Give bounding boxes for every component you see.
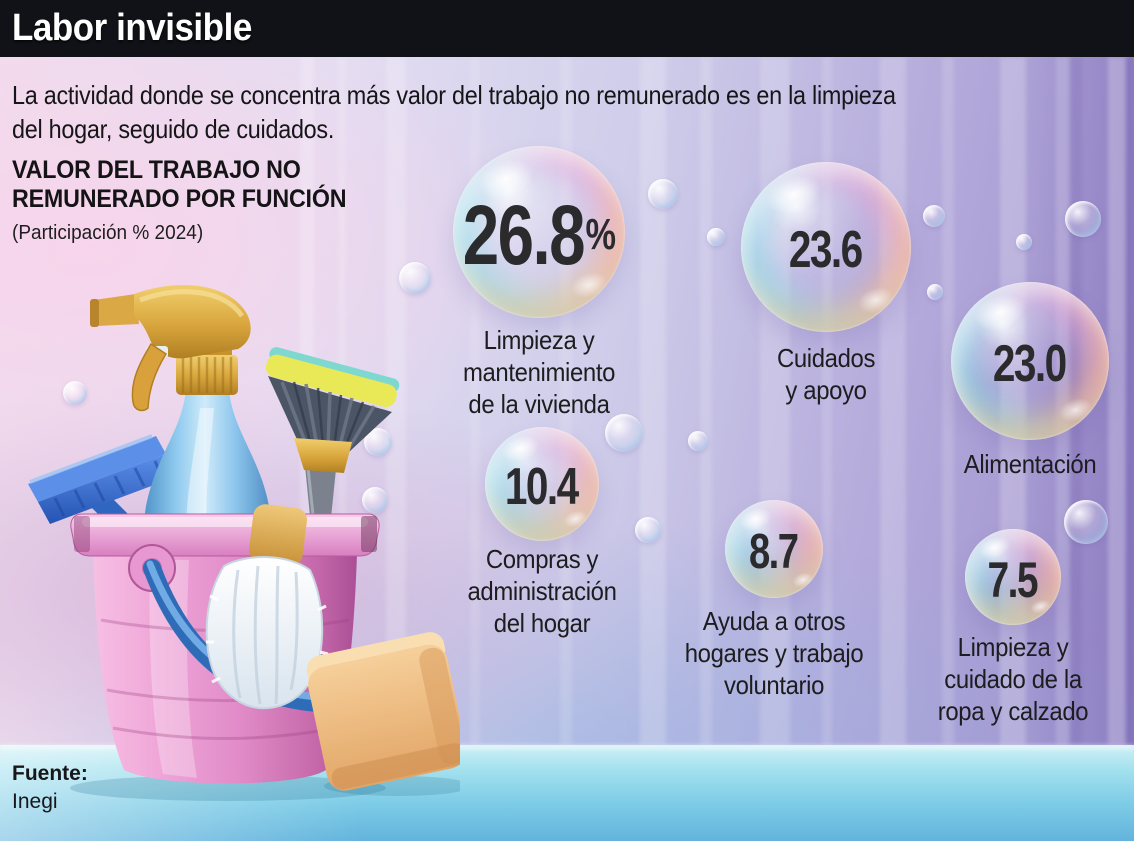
decorative-bubble bbox=[1065, 201, 1101, 237]
bubble-value: 7.5 bbox=[987, 552, 1038, 608]
decorative-bubble bbox=[688, 431, 708, 451]
bubble-alimentacion: 23.0 Alimentación bbox=[951, 282, 1109, 479]
duster-icon bbox=[205, 504, 329, 710]
decorative-bubble bbox=[605, 414, 643, 452]
decorative-bubble bbox=[648, 179, 678, 209]
light-streak bbox=[470, 57, 480, 745]
soap-bubble: 8.7 bbox=[725, 500, 823, 598]
decorative-bubble bbox=[927, 284, 943, 300]
light-streak bbox=[386, 57, 406, 745]
bubble-value-wrap: 23.0 bbox=[968, 282, 1091, 440]
bubble-label: Limpieza y mantenimiento de la vivienda bbox=[462, 325, 616, 419]
source-label: Fuente: bbox=[12, 762, 88, 785]
decorative-bubble bbox=[635, 517, 661, 543]
bubble-ropa-calzado: 7.5 Limpieza y cuidado de la ropa y calz… bbox=[938, 529, 1089, 726]
decorative-bubble bbox=[63, 381, 87, 405]
bubble-limpieza-vivienda: 26.8% Limpieza y mantenimiento de la viv… bbox=[453, 146, 625, 419]
light-streak bbox=[880, 57, 906, 745]
bubble-value-wrap: 8.7 bbox=[736, 500, 812, 598]
soap-bubble: 26.8% bbox=[453, 146, 625, 318]
bubble-value-wrap: 26.8% bbox=[463, 146, 616, 318]
decorative-bubble bbox=[923, 205, 945, 227]
soap-bubble: 23.0 bbox=[951, 282, 1109, 440]
intro-text: La actividad donde se concentra más valo… bbox=[12, 80, 896, 144]
bubble-label: Ayuda a otros hogares y trabajo voluntar… bbox=[684, 606, 864, 700]
shadow-streak bbox=[1126, 57, 1134, 745]
bubble-ayuda-otros-hogares: 8.7 Ayuda a otros hogares y trabajo volu… bbox=[685, 500, 864, 700]
page-title: Labor invisible bbox=[12, 7, 252, 49]
light-streak bbox=[1108, 57, 1126, 745]
bubble-value-wrap: 10.4 bbox=[498, 427, 587, 541]
bubble-label: Compras y administración del hogar bbox=[467, 544, 617, 638]
bubble-value: 23.0 bbox=[992, 335, 1067, 393]
cleaning-supplies-illustration bbox=[28, 284, 460, 801]
header-bar: Labor invisible bbox=[0, 0, 1134, 57]
bubble-value-wrap: 7.5 bbox=[976, 529, 1051, 625]
light-streak bbox=[700, 57, 712, 745]
source-name: Inegi bbox=[12, 790, 58, 813]
percent-sign: % bbox=[585, 210, 617, 259]
light-streak bbox=[640, 57, 666, 745]
soap-bubble: 7.5 bbox=[965, 529, 1061, 625]
bubble-value-wrap: 23.6 bbox=[760, 162, 893, 332]
decorative-bubble bbox=[1064, 500, 1108, 544]
bubble-value: 10.4 bbox=[504, 458, 579, 516]
bubble-label: Cuidados y apoyo bbox=[776, 343, 876, 405]
section-heading: VALOR DEL TRABAJO NO REMUNERADO POR FUNC… bbox=[12, 156, 347, 213]
bubble-value: 23.6 bbox=[788, 221, 863, 279]
bubble-compras-administracion: 10.4 Compras y administración del hogar bbox=[467, 427, 617, 638]
decorative-bubble bbox=[707, 228, 725, 246]
bubble-value: 26.8 bbox=[462, 187, 586, 282]
sponge-icon bbox=[306, 632, 460, 796]
spray-bottle-icon bbox=[90, 284, 271, 530]
bubble-cuidados-apoyo: 23.6 Cuidados y apoyo bbox=[741, 162, 911, 405]
bubble-value: 8.7 bbox=[748, 525, 799, 579]
decorative-bubble bbox=[1016, 234, 1032, 250]
decorative-bubble bbox=[399, 262, 431, 294]
source-block: Fuente: Inegi bbox=[12, 760, 88, 816]
soap-bubble: 10.4 bbox=[485, 427, 599, 541]
soap-bubble: 23.6 bbox=[741, 162, 911, 332]
light-streak bbox=[942, 57, 954, 745]
light-streak bbox=[822, 57, 832, 745]
round-brush-icon bbox=[265, 347, 400, 538]
bubble-label: Alimentación bbox=[963, 449, 1097, 479]
section-subheading: (Participación % 2024) bbox=[12, 222, 204, 244]
bubble-label: Limpieza y cuidado de la ropa y calzado bbox=[937, 632, 1089, 726]
decorative-bubble bbox=[362, 487, 388, 513]
